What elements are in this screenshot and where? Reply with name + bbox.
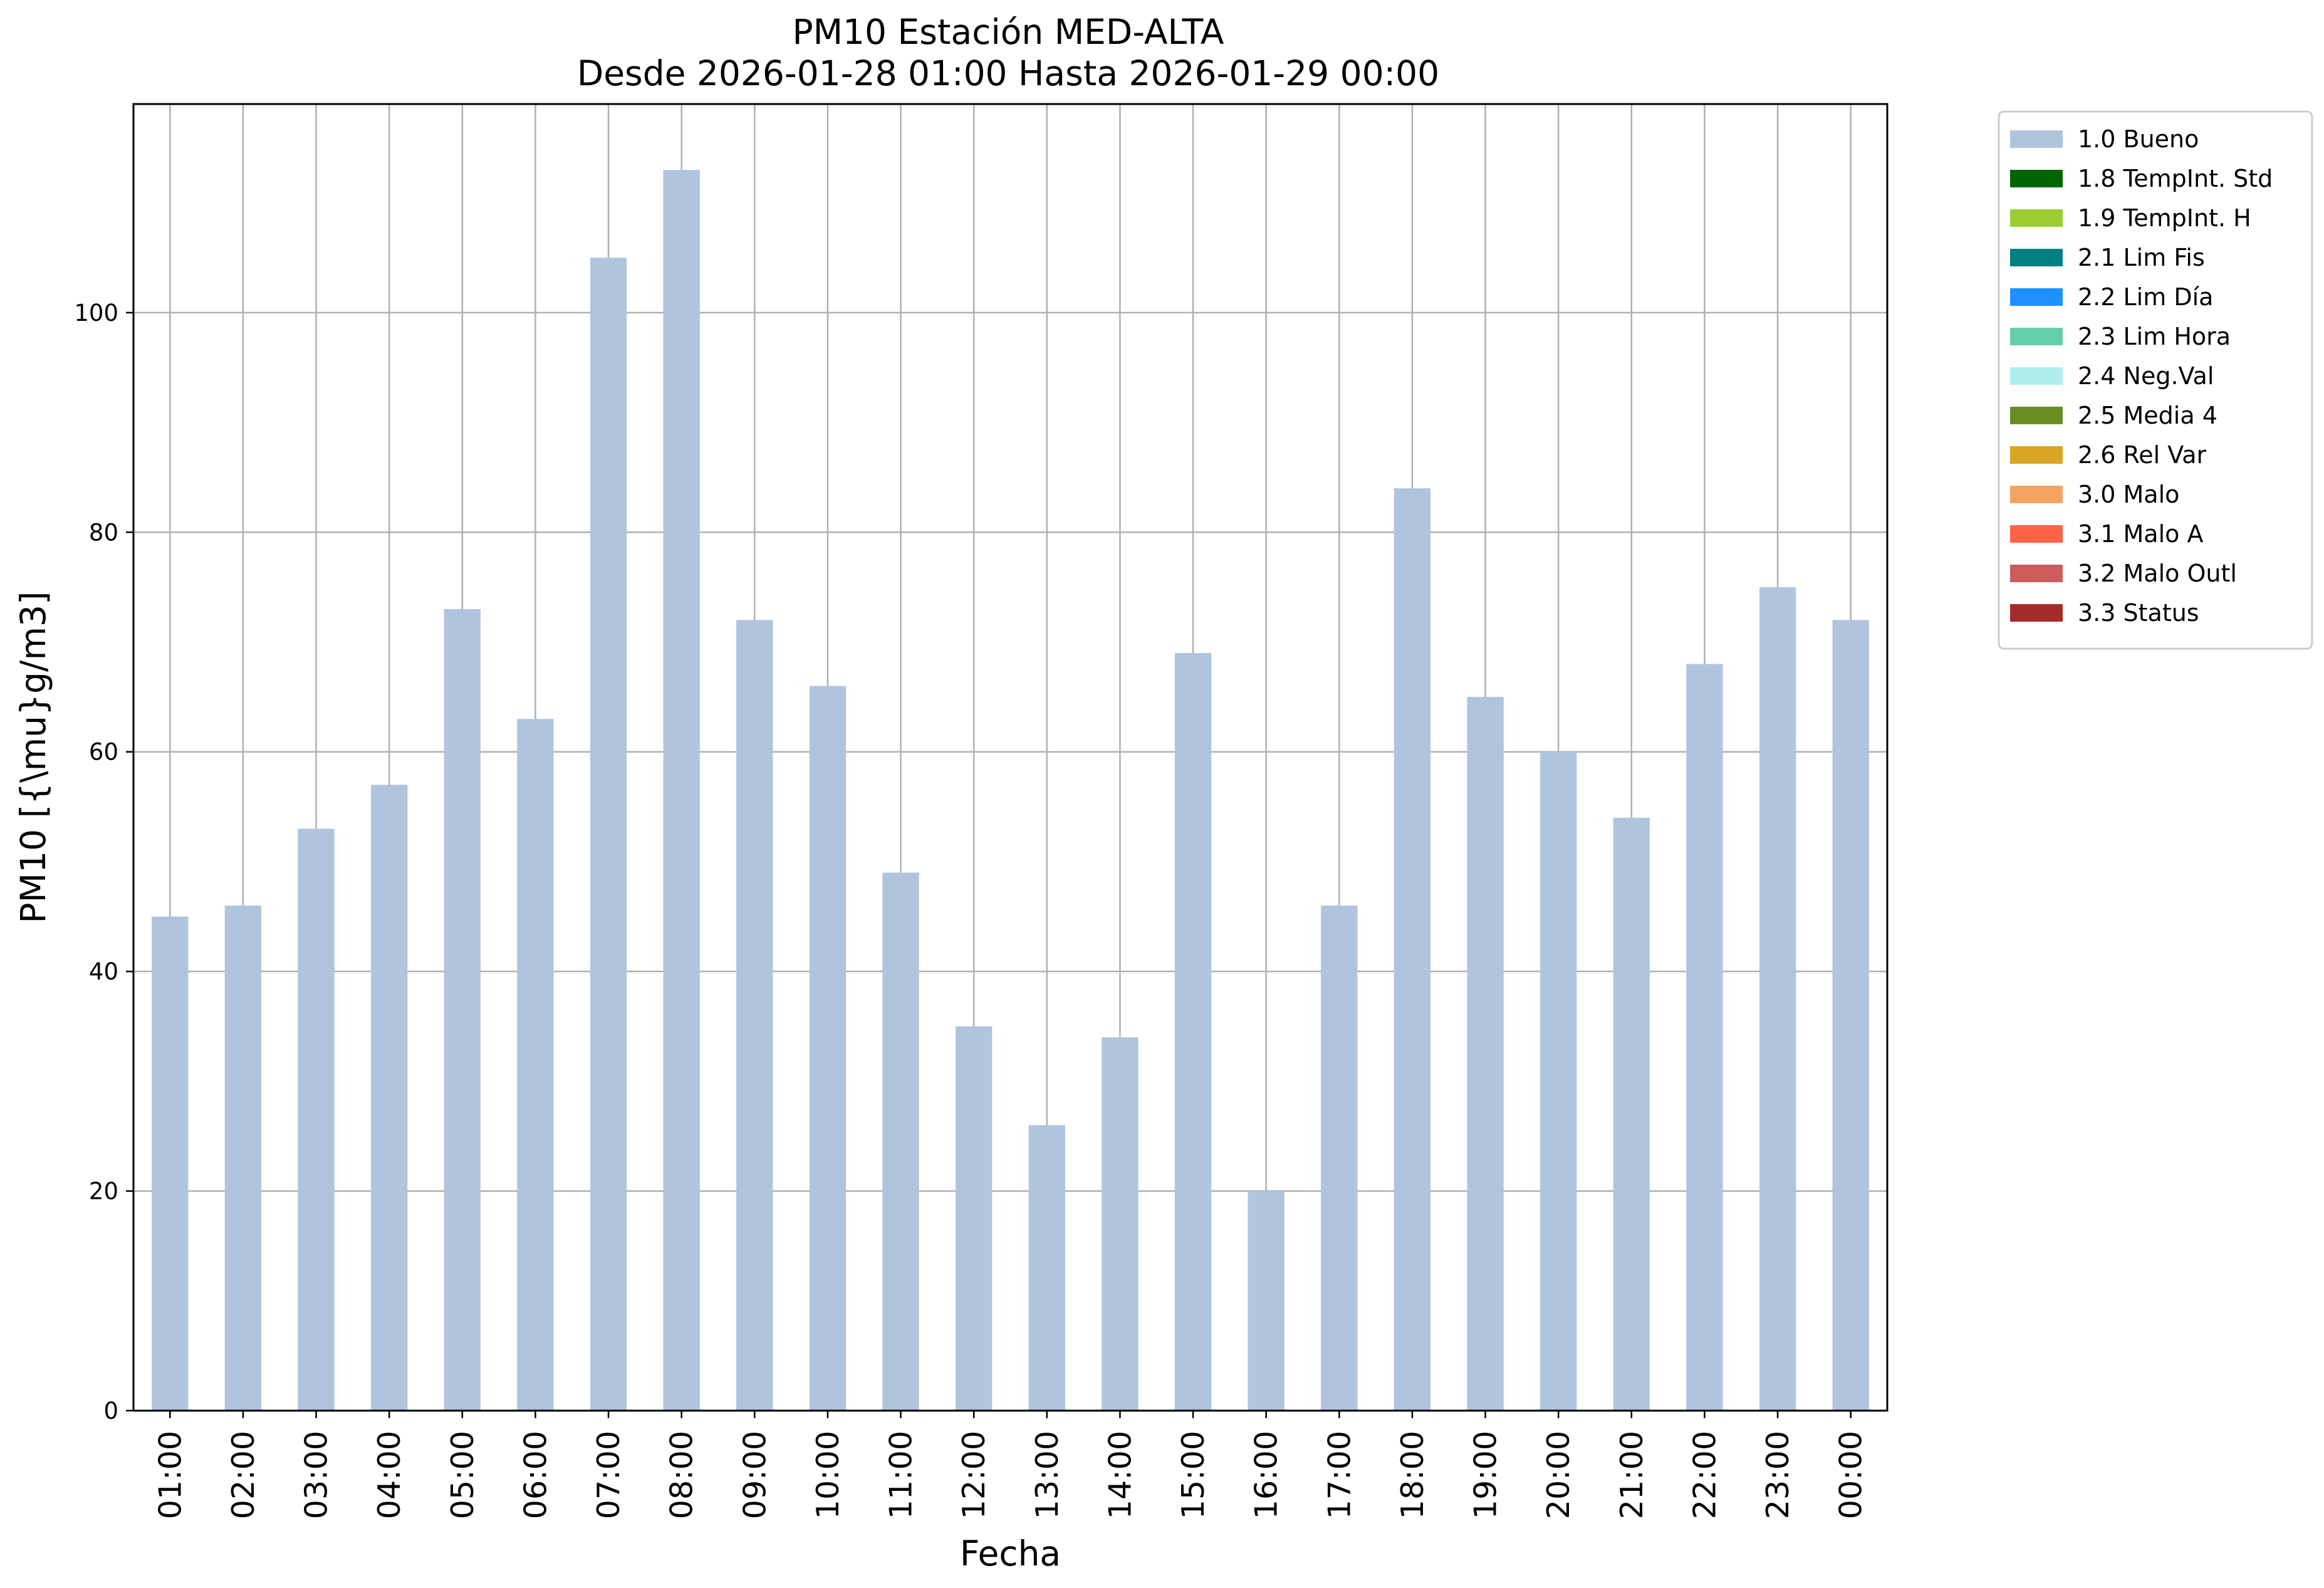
x-tick-label: 11:00 <box>883 1431 919 1519</box>
legend-label: 1.8 TempInt. Std <box>2078 165 2273 192</box>
bar <box>663 170 700 1411</box>
bar <box>1759 587 1796 1411</box>
y-tick-label: 100 <box>74 300 118 326</box>
legend-swatch <box>2010 446 2063 464</box>
x-tick-label: 18:00 <box>1395 1431 1430 1519</box>
legend-label: 2.4 Neg.Val <box>2078 362 2214 390</box>
x-tick-label: 08:00 <box>664 1431 700 1519</box>
y-tick-label: 40 <box>89 958 118 985</box>
x-tick-label: 16:00 <box>1249 1431 1284 1519</box>
legend-label: 3.0 Malo <box>2078 481 2179 508</box>
bar <box>444 609 481 1411</box>
x-tick-label: 01:00 <box>152 1431 188 1519</box>
legend-swatch <box>2010 328 2063 345</box>
x-tick-label: 15:00 <box>1175 1431 1211 1519</box>
legend-swatch <box>2010 209 2063 227</box>
x-tick-label: 04:00 <box>372 1431 407 1519</box>
x-tick-label: 09:00 <box>737 1431 773 1519</box>
legend-swatch <box>2010 407 2063 424</box>
x-tick-label: 20:00 <box>1541 1431 1576 1519</box>
legend-label: 3.2 Malo Outl <box>2078 560 2237 587</box>
bar <box>1321 906 1358 1411</box>
x-tick-label: 03:00 <box>299 1431 335 1519</box>
x-tick-label: 13:00 <box>1029 1431 1065 1519</box>
legend-swatch <box>2010 130 2063 148</box>
x-tick-label: 22:00 <box>1687 1431 1722 1519</box>
x-tick-label: 02:00 <box>226 1431 261 1519</box>
legend-label: 1.0 Bueno <box>2078 125 2199 153</box>
bar <box>1540 751 1577 1411</box>
bar <box>371 785 408 1411</box>
x-axis-ticks: 01:00 02:00 03:00 04:00 05:00 06:00 07:00 08:00… <box>152 1411 1869 1519</box>
x-tick-label: 10:00 <box>810 1431 846 1519</box>
legend-swatch <box>2010 288 2063 306</box>
bar <box>1174 653 1212 1411</box>
legend-label: 2.3 Lim Hora <box>2078 323 2231 350</box>
legend-swatch <box>2010 565 2063 582</box>
bar <box>1686 664 1723 1411</box>
x-tick-label: 17:00 <box>1321 1431 1357 1519</box>
x-axis-label: Fecha <box>960 1533 1061 1574</box>
bar-series <box>152 170 1869 1411</box>
legend: 1.0 Bueno 1.8 TempInt. Std 1.9 TempInt. H 2… <box>1998 110 2313 650</box>
bar <box>1028 1125 1065 1411</box>
x-tick-label: 05:00 <box>445 1431 481 1519</box>
x-tick-label: 07:00 <box>591 1431 627 1519</box>
legend-label: 3.3 Status <box>2078 599 2199 627</box>
legend-swatch <box>2010 486 2063 503</box>
bar <box>882 872 919 1411</box>
y-tick-label: 20 <box>89 1178 118 1205</box>
legend-swatch <box>2010 604 2063 622</box>
y-axis-ticks: 0 20 40 60 80 100 <box>74 300 133 1424</box>
legend-label: 2.2 Lim Día <box>2078 283 2213 311</box>
y-tick-label: 80 <box>89 519 118 546</box>
bar <box>809 686 847 1411</box>
bar <box>517 719 554 1411</box>
bar <box>590 258 627 1411</box>
legend-label: 1.9 TempInt. H <box>2078 204 2251 232</box>
legend-swatch <box>2010 525 2063 543</box>
y-tick-label: 0 <box>103 1397 118 1424</box>
bar <box>1832 620 1869 1411</box>
bar <box>736 620 773 1411</box>
x-tick-label: 00:00 <box>1833 1431 1869 1519</box>
legend-swatch <box>2010 170 2063 187</box>
y-axis-label: PM10 [{\mu}g/m3] <box>13 592 53 924</box>
legend-label: 2.1 Lim Fis <box>2078 244 2205 271</box>
legend-box <box>1998 110 2313 650</box>
bar <box>152 916 189 1411</box>
x-tick-label: 21:00 <box>1614 1431 1650 1519</box>
bar <box>1394 488 1431 1411</box>
x-tick-label: 23:00 <box>1760 1431 1796 1519</box>
y-tick-label: 60 <box>89 739 118 766</box>
x-tick-label: 19:00 <box>1468 1431 1504 1519</box>
bar <box>298 828 335 1411</box>
chart-subtitle: Desde 2026-01-28 01:00 Hasta 2026-01-29 … <box>577 53 1439 93</box>
x-tick-label: 06:00 <box>518 1431 553 1519</box>
legend-label: 2.5 Media 4 <box>2078 402 2217 429</box>
bar <box>956 1026 993 1411</box>
x-tick-label: 14:00 <box>1102 1431 1138 1519</box>
bar <box>224 906 262 1411</box>
x-tick-label: 12:00 <box>956 1431 992 1519</box>
legend-swatch <box>2010 367 2063 385</box>
legend-swatch <box>2010 249 2063 266</box>
bar <box>1248 1191 1284 1411</box>
bar <box>1102 1037 1139 1411</box>
bar <box>1613 817 1650 1411</box>
legend-label: 2.6 Rel Var <box>2078 441 2207 469</box>
chart-title: PM10 Estación MED-ALTA <box>792 12 1224 52</box>
legend-label: 3.1 Malo A <box>2078 520 2203 548</box>
plot-frame <box>132 103 1889 1412</box>
bar <box>1467 697 1504 1411</box>
